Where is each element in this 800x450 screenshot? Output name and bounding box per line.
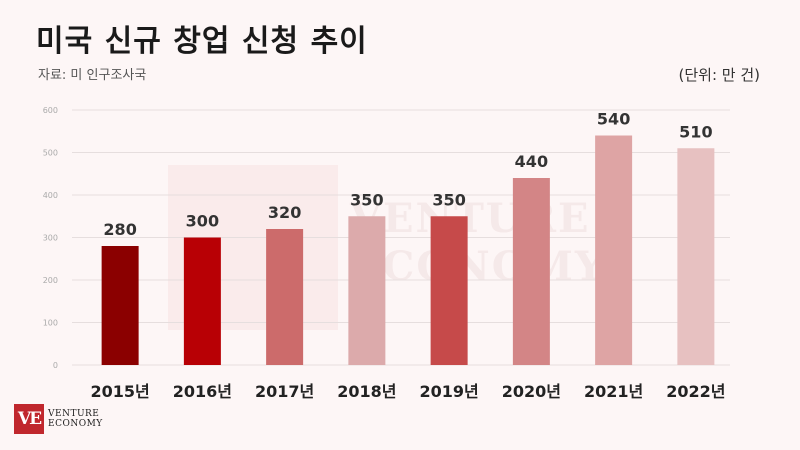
logo-mark: VE: [14, 404, 44, 434]
y-tick-label: 600: [43, 106, 58, 115]
data-label: 350: [350, 190, 383, 209]
data-label: 540: [597, 110, 630, 129]
bar: [101, 246, 139, 365]
data-label: 350: [432, 190, 465, 209]
logo-text: VENTURE ECONOMY: [48, 409, 103, 429]
unit-label: (단위: 만 건): [678, 66, 761, 84]
x-tick-label: 2016년: [173, 382, 232, 401]
data-label: 300: [186, 212, 219, 231]
bar: [348, 216, 386, 365]
x-tick-label: 2017년: [255, 382, 314, 401]
source-note: 자료: 미 인구조사국: [38, 68, 147, 83]
y-tick-label: 0: [53, 361, 58, 370]
bar: [595, 135, 633, 365]
bar: [183, 237, 221, 365]
bar: [677, 148, 715, 365]
data-label: 280: [103, 220, 136, 239]
y-tick-label: 200: [43, 276, 58, 285]
x-tick-label: 2019년: [419, 382, 478, 401]
y-tick-label: 400: [43, 191, 58, 200]
x-tick-label: 2015년: [90, 382, 149, 401]
data-label: 320: [268, 203, 301, 222]
x-tick-label: 2022년: [666, 382, 725, 401]
y-tick-label: 300: [43, 234, 58, 243]
data-label: 440: [515, 152, 548, 171]
page-title: 미국 신규 창업 신청 추이: [36, 24, 368, 59]
x-tick-label: 2021년: [584, 382, 643, 401]
y-tick-label: 500: [43, 149, 58, 158]
data-label: 510: [679, 122, 712, 141]
x-tick-label: 2018년: [337, 382, 396, 401]
venture-economy-logo: VE VENTURE ECONOMY: [14, 404, 103, 434]
bar: [266, 229, 304, 365]
x-tick-label: 2020년: [502, 382, 561, 401]
bar: [430, 216, 468, 365]
y-tick-label: 100: [43, 319, 58, 328]
bar: [512, 178, 550, 365]
